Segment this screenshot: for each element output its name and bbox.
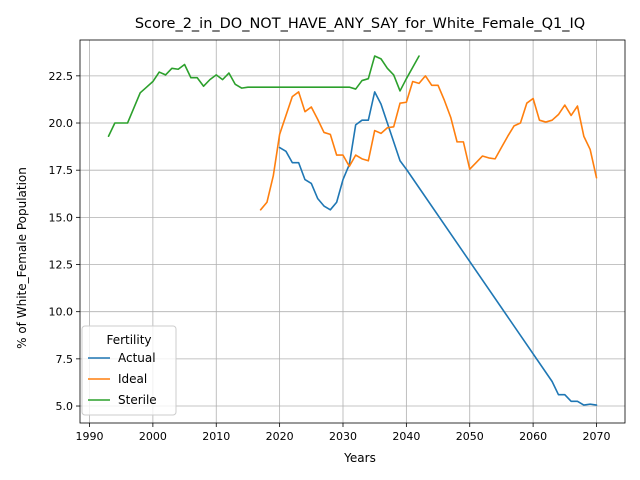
chart-title: Score_2_in_DO_NOT_HAVE_ANY_SAY_for_White… — [135, 16, 585, 32]
grid — [80, 40, 625, 423]
y-tick-label: 5.0 — [56, 400, 74, 413]
x-tick-label: 2060 — [519, 430, 547, 443]
legend-box — [81, 325, 177, 416]
series-line-actual — [278, 91, 598, 406]
legend-label-sterile: Sterile — [118, 393, 157, 407]
y-tick-label: 20.0 — [49, 117, 74, 130]
legend-label-actual: Actual — [118, 351, 156, 365]
y-tick-label: 15.0 — [49, 211, 74, 224]
y-tick-label: 17.5 — [49, 164, 74, 177]
legend-entries: Actual Ideal Sterile — [88, 351, 157, 407]
y-axis: 5.0 7.5 10.0 12.5 15.0 17.5 20.0 22.5 — [49, 70, 80, 413]
x-tick-label: 2040 — [392, 430, 420, 443]
x-tick-label: 2030 — [329, 430, 357, 443]
x-tick-label: 1990 — [76, 430, 104, 443]
legend: Fertility Actual Ideal Sterile — [81, 325, 177, 416]
series-layer — [107, 55, 598, 406]
y-tick-label: 22.5 — [49, 70, 74, 83]
legend-label-ideal: Ideal — [118, 372, 147, 386]
x-axis: 1990 2000 2010 2020 2030 2040 2050 2060 2070 — [76, 423, 610, 443]
plot-frame — [79, 39, 626, 424]
x-axis-label: Years — [343, 451, 376, 465]
y-tick-label: 7.5 — [56, 353, 74, 366]
series-line-sterile — [107, 55, 420, 138]
y-axis-label: % of White_Female Population — [15, 167, 29, 349]
y-tick-label: 12.5 — [49, 259, 74, 272]
series-line-ideal — [259, 75, 598, 211]
x-tick-label: 2010 — [202, 430, 230, 443]
x-tick-label: 2020 — [266, 430, 294, 443]
legend-title: Fertility — [106, 333, 151, 347]
x-tick-label: 2070 — [582, 430, 610, 443]
y-tick-label: 10.0 — [49, 306, 74, 319]
x-tick-label: 2050 — [456, 430, 484, 443]
x-tick-label: 2000 — [139, 430, 167, 443]
